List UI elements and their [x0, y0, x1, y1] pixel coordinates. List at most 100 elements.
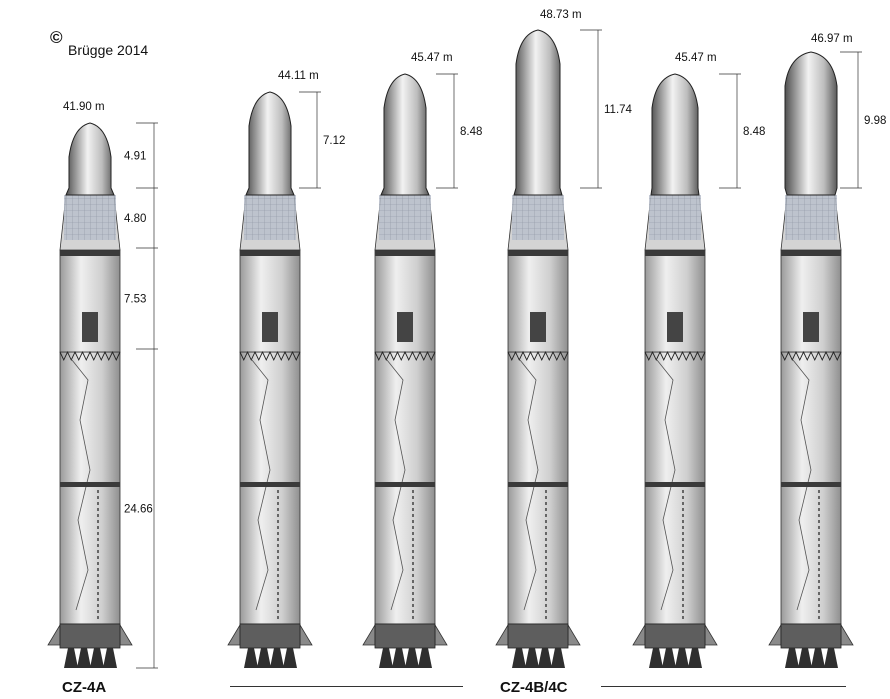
fin-right — [299, 623, 313, 646]
interstage-band — [60, 482, 120, 487]
first-stage — [780, 351, 842, 625]
second-stage-engine — [530, 312, 546, 342]
fin-left — [47, 623, 61, 646]
engine-nozzle — [77, 648, 91, 668]
payload-adapter-grid — [649, 195, 701, 240]
second-stage-engine — [667, 312, 683, 342]
tank-cutaway — [792, 359, 812, 611]
interstage-band — [375, 482, 435, 487]
engine-nozzle — [405, 648, 419, 668]
dimension-label: 9.98 — [864, 115, 886, 127]
caption-cz-4a: CZ-4A — [62, 679, 107, 696]
truss-zigzag — [507, 350, 569, 362]
dimension-label: 8.48 — [460, 126, 482, 138]
dimension-label: 7.12 — [323, 135, 345, 147]
engine-nozzle — [688, 648, 702, 668]
truss-zigzag — [239, 350, 301, 362]
stage-band — [60, 250, 120, 256]
engine-nozzle — [811, 648, 825, 668]
second-stage-engine — [262, 312, 278, 342]
engine-nozzle — [538, 648, 552, 668]
engine-nozzle — [512, 648, 526, 668]
engine-nozzle — [525, 648, 539, 668]
interstage-band — [645, 482, 705, 487]
payload-fairing — [650, 73, 700, 196]
tank-cutaway — [71, 359, 91, 611]
engine-nozzle — [283, 648, 297, 668]
dimension-label: 7.53 — [124, 294, 146, 306]
tank-cutaway — [519, 359, 539, 611]
engine-section — [59, 623, 121, 649]
dimension-label: 4.91 — [124, 151, 146, 163]
rocket-height-label: 45.47 m — [411, 52, 453, 64]
fin-right — [567, 623, 581, 646]
engine-nozzle — [270, 648, 284, 668]
second-stage-engine — [803, 312, 819, 342]
engine-section — [374, 623, 436, 649]
payload-adapter-grid — [244, 195, 296, 240]
fin-left — [495, 623, 509, 646]
fin-right — [434, 623, 448, 646]
payload-adapter-grid — [379, 195, 431, 240]
rocket-4: 48.73 m 11.74 — [495, 9, 633, 668]
payload-adapter-grid — [512, 195, 564, 240]
engine-nozzle — [649, 648, 663, 668]
stage-band — [375, 250, 435, 256]
first-stage — [644, 351, 706, 625]
rocket-2: 44.11 m 7.12 — [227, 70, 345, 668]
payload-adapter-grid — [64, 195, 116, 240]
dimension-label-bg — [122, 148, 152, 163]
fin-right — [119, 623, 133, 646]
rocket-1: 41.90 m 4.91 4.80 7.53 24.66 — [47, 101, 158, 669]
engine-nozzle — [675, 648, 689, 668]
fin-right — [840, 623, 854, 646]
fin-left — [227, 623, 241, 646]
engine-nozzle — [662, 648, 676, 668]
truss-zigzag — [780, 350, 842, 362]
fin-left — [632, 623, 646, 646]
interstage-band — [240, 482, 300, 487]
fin-right — [704, 623, 718, 646]
engine-nozzle — [418, 648, 432, 668]
first-stage — [239, 351, 301, 625]
dimension-label-bg — [122, 211, 152, 225]
engine-nozzle — [244, 648, 258, 668]
first-stage — [59, 351, 121, 625]
rocket-height-label: 45.47 m — [675, 52, 717, 64]
author-credit: Brügge 2014 — [68, 42, 149, 58]
truss-zigzag — [644, 350, 706, 362]
payload-fairing — [513, 29, 563, 196]
caption-cz-4b-4c: CZ-4B/4C — [500, 679, 568, 696]
rocket-5: 45.47 m 8.48 — [632, 52, 765, 668]
dimension-label: 11.74 — [604, 104, 633, 116]
stage-band — [240, 250, 300, 256]
payload-fairing — [245, 91, 295, 196]
rocket-height-label: 46.97 m — [811, 33, 853, 45]
engine-nozzle — [798, 648, 812, 668]
interstage-band — [508, 482, 568, 487]
rocket-height-label: 44.11 m — [278, 70, 319, 82]
dimension-label-bg — [122, 291, 152, 306]
engine-nozzle — [785, 648, 799, 668]
engine-nozzle — [551, 648, 565, 668]
second-stage-engine — [82, 312, 98, 342]
stage-band — [781, 250, 841, 256]
payload-fairing — [380, 73, 430, 196]
rocket-height-label: 48.73 m — [540, 9, 582, 21]
engine-nozzle — [90, 648, 104, 668]
interstage-band — [781, 482, 841, 487]
dimension-label: 24.66 — [124, 504, 153, 516]
first-stage — [374, 351, 436, 625]
engine-nozzle — [379, 648, 393, 668]
engine-section — [239, 623, 301, 649]
payload-adapter-grid — [785, 195, 837, 240]
engine-section — [780, 623, 842, 649]
engine-nozzle — [824, 648, 838, 668]
caption-rule-left — [230, 686, 463, 687]
dimension-label: 8.48 — [743, 126, 765, 138]
payload-fairing — [65, 122, 115, 196]
rocket-3: 45.47 m 8.48 — [362, 52, 482, 668]
truss-zigzag — [374, 350, 436, 362]
